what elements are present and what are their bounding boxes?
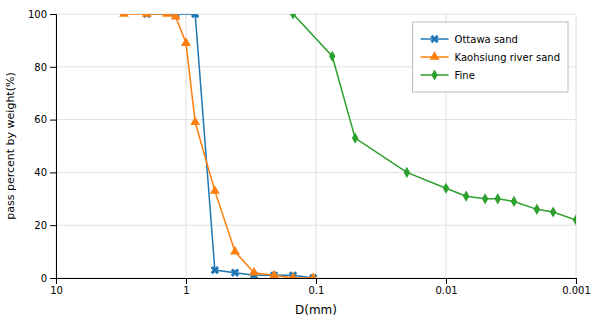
x-tick-label: 1 xyxy=(183,285,189,296)
y-tick-label: 60 xyxy=(34,114,47,125)
data-point xyxy=(482,193,488,204)
y-tick-label: 0 xyxy=(41,273,47,284)
x-grid-line xyxy=(186,14,187,278)
y-axis: 0 20 40 60 80 100 xyxy=(28,9,57,284)
data-point xyxy=(190,117,200,126)
data-point xyxy=(288,272,298,278)
x-tick: 0.01 xyxy=(435,278,457,296)
legend-box xyxy=(413,22,568,92)
y-tick: 60 xyxy=(34,114,56,125)
y-axis-line xyxy=(50,15,57,279)
data-point xyxy=(249,267,259,276)
y-tick-mark xyxy=(50,172,56,173)
x-axis-title: D(mm) xyxy=(295,303,337,317)
data-point xyxy=(189,14,202,20)
legend-label: Kaohsiung river sand xyxy=(455,52,560,63)
legend-label: Fine xyxy=(455,70,475,81)
data-point xyxy=(443,183,449,194)
x-tick-label: 0.001 xyxy=(562,285,591,296)
chart: 10 1 0.1 0.01 0.001 0 20 40 60 80 100 Ottawa sand Ka… xyxy=(0,0,592,322)
series-markers xyxy=(290,14,576,226)
data-point xyxy=(352,132,358,143)
data-point xyxy=(209,264,222,277)
y-tick: 100 xyxy=(28,9,56,20)
legend-marker xyxy=(430,51,440,60)
x-tick-label: 0.1 xyxy=(309,285,325,296)
y-tick-label: 80 xyxy=(34,62,47,73)
x-tick-label: 10 xyxy=(50,285,63,296)
legend-marker xyxy=(431,69,437,80)
y-tick: 20 xyxy=(34,220,56,231)
y-grid-line xyxy=(56,225,576,226)
data-point xyxy=(171,14,181,19)
grid xyxy=(56,14,576,278)
y-grid-line xyxy=(56,119,576,120)
data-point xyxy=(142,14,152,17)
data-point xyxy=(269,270,279,278)
data-point xyxy=(550,206,556,217)
x-tick-mark xyxy=(446,278,447,284)
data-point xyxy=(230,246,240,255)
plot-area: 10 1 0.1 0.01 0.001 0 20 40 60 80 100 Ottawa sand Ka… xyxy=(28,8,591,296)
y-tick-mark xyxy=(50,278,56,279)
data-point xyxy=(181,37,191,46)
x-axis-line xyxy=(57,279,577,285)
x-tick: 0.001 xyxy=(562,278,591,296)
x-tick-mark xyxy=(316,278,317,284)
x-tick: 10 xyxy=(50,278,63,296)
y-grid-line xyxy=(56,172,576,173)
x-axis: 10 1 0.1 0.01 0.001 xyxy=(50,278,591,296)
data-point xyxy=(162,14,172,17)
y-tick-mark xyxy=(50,120,56,121)
data-point xyxy=(495,193,501,204)
legend: Ottawa sand Kaohsiung river sand Fine xyxy=(413,22,568,92)
data-point xyxy=(307,272,320,278)
x-tick: 1 xyxy=(183,278,189,296)
x-tick-label: 0.01 xyxy=(435,285,457,296)
legend-label: Ottawa sand xyxy=(455,34,518,45)
data-point xyxy=(534,204,540,215)
data-point xyxy=(229,266,242,278)
x-tick-mark xyxy=(576,278,577,284)
series-line xyxy=(293,14,576,220)
y-tick: 80 xyxy=(34,62,56,73)
y-tick: 0 xyxy=(41,273,56,284)
y-tick: 40 xyxy=(34,167,56,178)
legend-marker xyxy=(428,33,441,46)
y-tick-mark xyxy=(50,14,56,15)
data-point xyxy=(119,14,129,17)
data-point xyxy=(308,272,318,278)
data-point xyxy=(141,14,154,20)
y-axis-title: pass percent by weight(%) xyxy=(4,72,17,219)
x-tick: 0.1 xyxy=(309,278,325,296)
data-point xyxy=(290,14,296,20)
x-tick-mark xyxy=(186,278,187,284)
series-group xyxy=(119,14,576,278)
data-point xyxy=(329,51,335,62)
data-point xyxy=(404,167,410,178)
x-grid-line xyxy=(316,14,317,278)
x-grid-line xyxy=(576,14,577,278)
series-markers xyxy=(119,14,318,278)
data-point xyxy=(511,196,517,207)
data-point xyxy=(210,185,220,194)
y-tick-mark xyxy=(50,67,56,68)
y-tick-label: 40 xyxy=(34,167,47,178)
data-point xyxy=(463,191,469,202)
y-tick-mark xyxy=(50,225,56,226)
series-line xyxy=(124,14,313,278)
y-tick-label: 20 xyxy=(34,220,47,231)
y-tick-label: 100 xyxy=(28,9,47,20)
data-point xyxy=(573,214,576,225)
